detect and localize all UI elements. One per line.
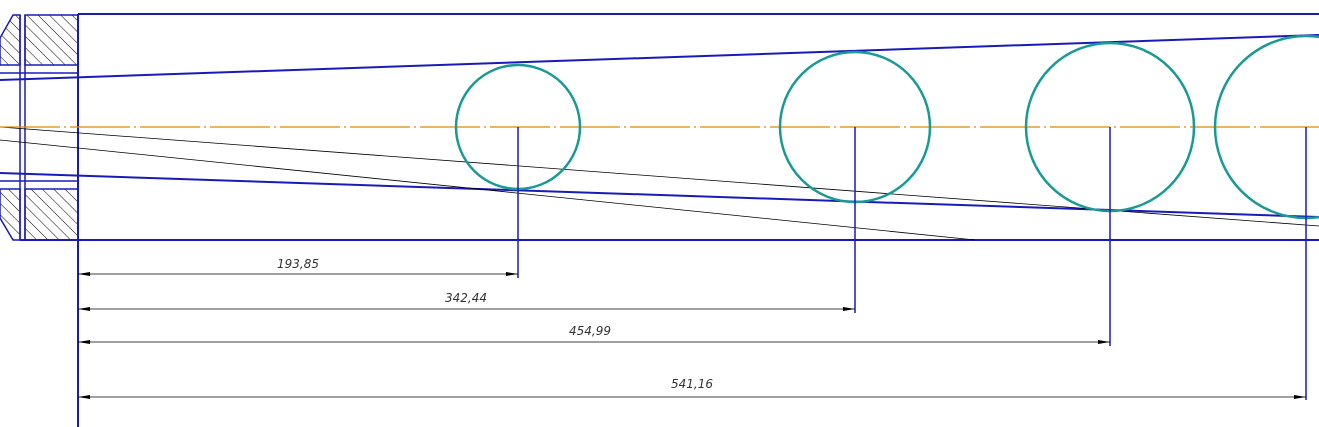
dimension-3: 454,99 — [78, 324, 1110, 344]
dimension-label-4: 541,16 — [671, 377, 713, 391]
dimension-label-2: 342,44 — [445, 291, 487, 305]
dimension-1: 193,85 — [78, 257, 518, 276]
taper-upper-line — [0, 34, 1319, 81]
thin-line-2 — [0, 139, 976, 241]
dimension-2: 342,44 — [78, 291, 855, 311]
arrow-left-4 — [78, 395, 90, 399]
chamfer-bottom-hatch — [0, 188, 21, 241]
arrow-right-1 — [506, 272, 518, 276]
arrow-right-4 — [1294, 395, 1306, 399]
body-outline — [0, 13, 1319, 427]
dimension-4: 541,16 — [78, 377, 1306, 399]
construction-lines — [0, 126, 1319, 241]
dimension-label-1: 193,85 — [277, 257, 319, 271]
dimensions-group: 193,85 342,44 454,99 541,16 — [78, 257, 1306, 399]
arrow-right-2 — [843, 307, 855, 311]
arrow-left-2 — [78, 307, 90, 311]
dimension-label-3: 454,99 — [569, 324, 611, 338]
arrow-right-3 — [1098, 340, 1110, 344]
arrow-left-1 — [78, 272, 90, 276]
chamfer-top-hatch — [0, 14, 21, 66]
hatched-block-top — [24, 14, 79, 66]
extension-lines — [517, 127, 1307, 400]
arrow-left-3 — [78, 340, 90, 344]
hatched-block-bottom — [24, 188, 79, 241]
